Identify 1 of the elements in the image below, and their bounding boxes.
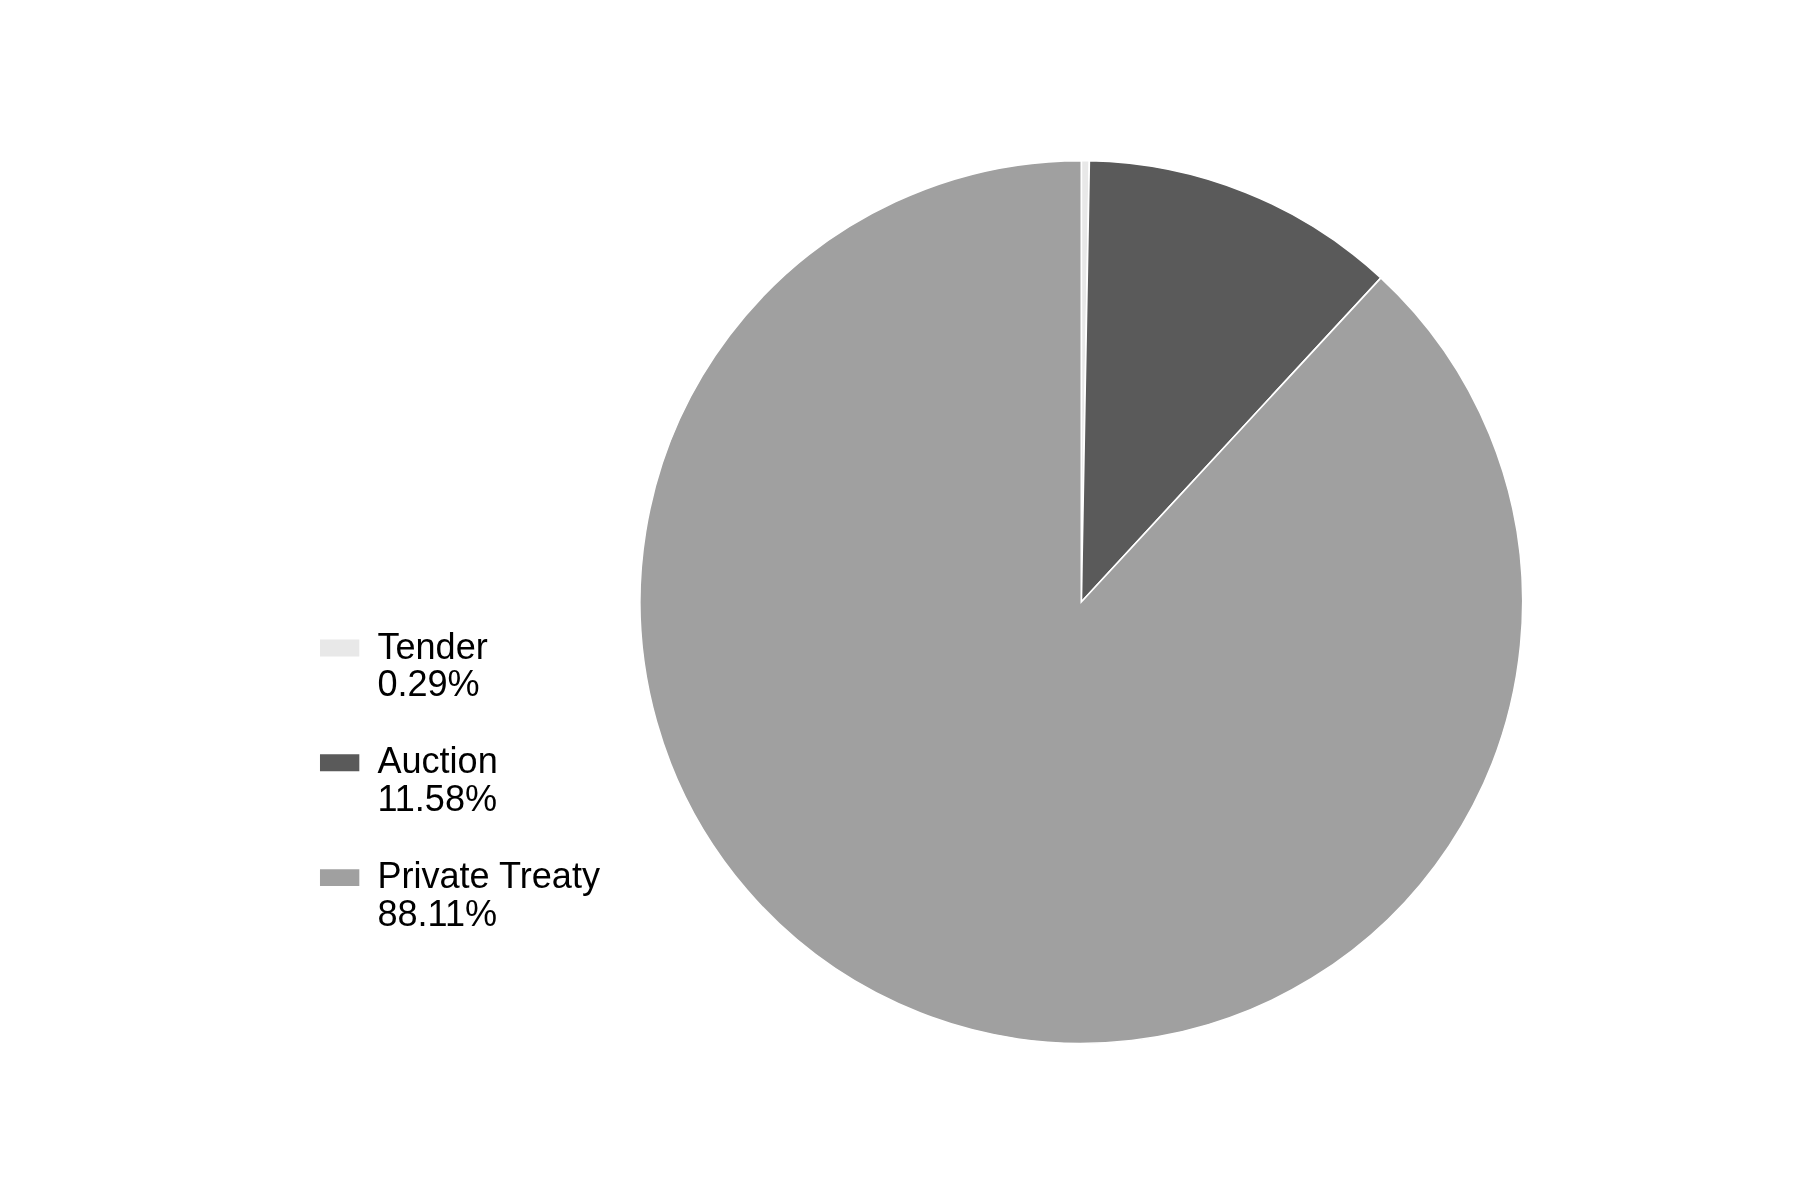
pie-slice (639, 159, 1523, 1044)
